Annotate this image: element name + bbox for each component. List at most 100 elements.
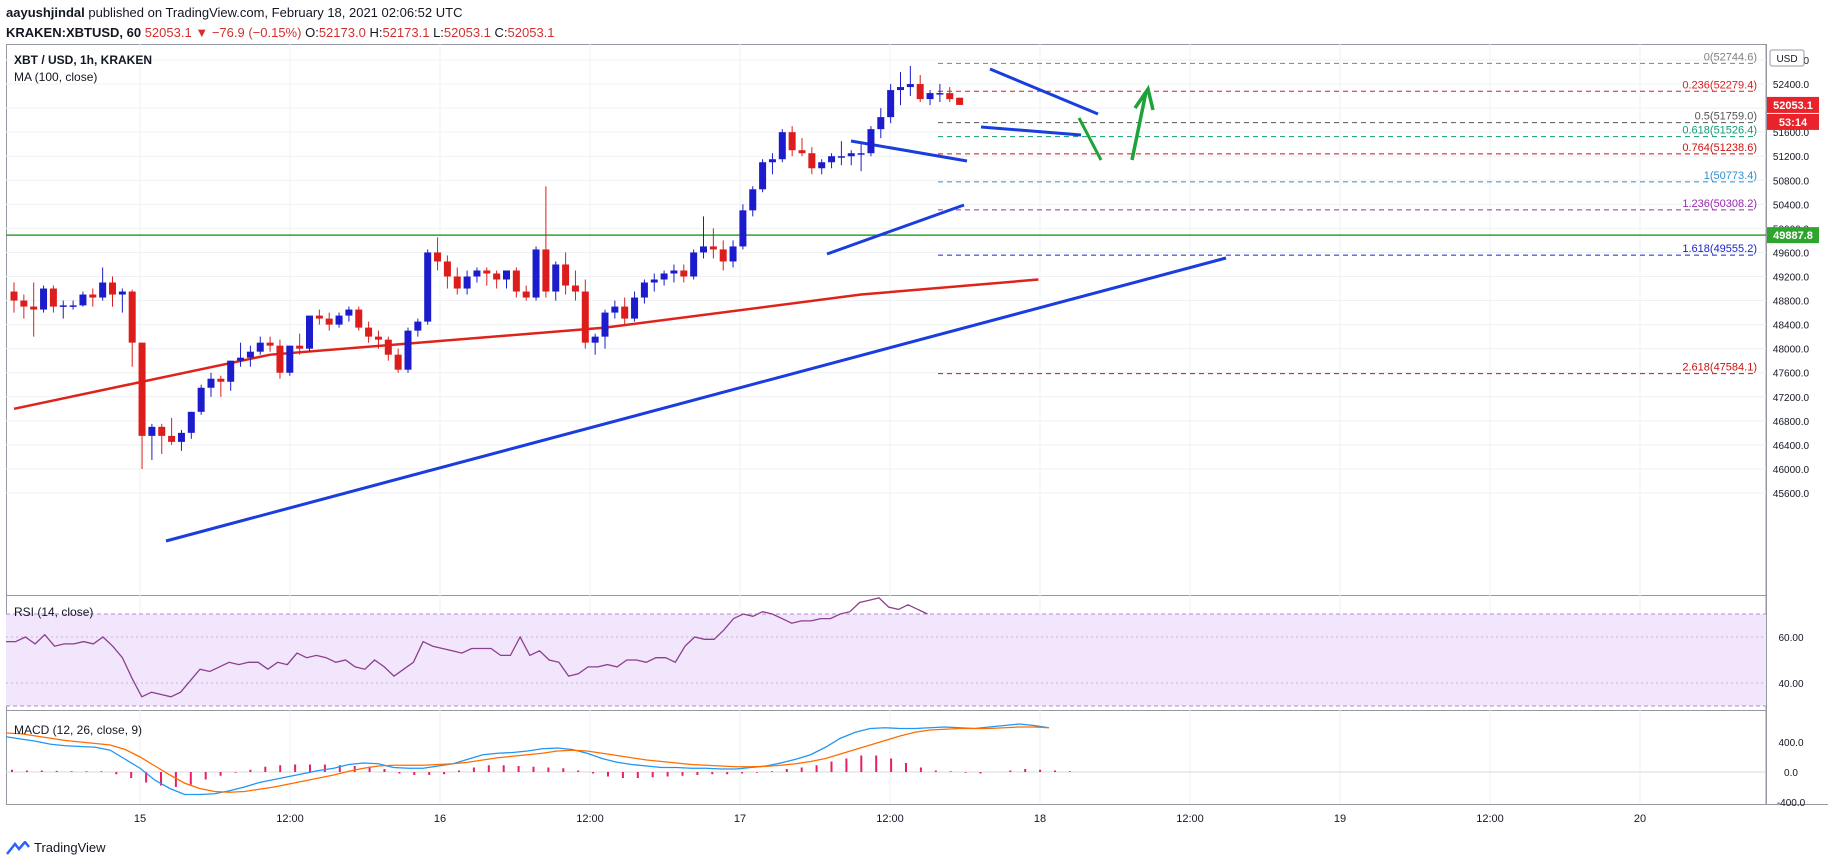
candle-body	[719, 249, 727, 262]
candle-body	[325, 318, 333, 325]
time-tick-label: 16	[434, 813, 446, 825]
fib-level-label: 1(50773.4)	[1704, 170, 1757, 182]
candle-body	[40, 288, 48, 310]
fib-level-label: 0(52744.6)	[1704, 51, 1757, 63]
candle-body	[49, 288, 57, 307]
candle-body	[877, 117, 885, 130]
high-label: H:	[369, 25, 383, 40]
candle-body	[355, 309, 363, 328]
rsi-band	[6, 614, 1766, 706]
candle-body	[118, 291, 126, 295]
candle-body	[709, 246, 717, 250]
candle-body	[512, 270, 520, 292]
countdown-text: 53:14	[1779, 117, 1808, 129]
candle-body	[483, 270, 491, 274]
time-tick-label: 17	[734, 813, 746, 825]
candle-body	[680, 270, 688, 277]
macd-histogram	[11, 755, 1071, 787]
currency-button[interactable]	[1769, 49, 1805, 67]
candle-body	[916, 84, 924, 100]
forecast-up-arrow-head-icon	[1133, 84, 1155, 111]
price-tick-label: 50800.0	[1773, 176, 1810, 187]
candle-body	[493, 273, 501, 280]
candle-body	[650, 279, 658, 283]
triangle-lower-line[interactable]	[826, 203, 965, 256]
candle-body	[424, 252, 432, 322]
flag-upper-line[interactable]	[989, 67, 1099, 116]
fib-level-label: 0.764(51238.6)	[1682, 142, 1757, 154]
candle-body	[837, 156, 845, 158]
forecast-up-arrow-icon	[1130, 91, 1148, 161]
down-arrow-icon: ▼	[195, 25, 209, 40]
candle-body	[503, 270, 510, 280]
candle-body	[690, 252, 698, 277]
candle-body	[956, 97, 964, 105]
high-value: 52173.1	[382, 25, 430, 40]
candle-body	[867, 129, 875, 154]
candle-body	[621, 306, 629, 319]
currency-label: USD	[1776, 54, 1797, 65]
candle-body	[404, 330, 412, 370]
candle-body	[158, 426, 166, 436]
candle-body	[256, 342, 264, 352]
price-tick-label: 46000.0	[1773, 465, 1810, 476]
time-tick-label: 15	[134, 813, 146, 825]
candle-body	[276, 345, 284, 373]
candle-body	[434, 252, 442, 262]
candle-body	[611, 306, 619, 313]
fib-level-label: 0.236(52279.4)	[1682, 79, 1757, 91]
candle-body	[522, 291, 530, 298]
candle-body	[59, 305, 67, 307]
fib-level-label: 0.618(51526.4)	[1682, 125, 1757, 137]
candle-body	[109, 282, 116, 295]
candle-body	[335, 315, 343, 325]
quote-line: KRAKEN:XBTUSD, 60 52053.1 ▼ −76.9 (−0.15…	[6, 22, 555, 44]
macd-tick-label: -400.0	[1777, 798, 1806, 809]
bullish-trend-line[interactable]	[165, 256, 1227, 543]
candle-body	[207, 378, 215, 388]
candle-body	[631, 297, 639, 319]
price-tick-label: 48000.0	[1773, 345, 1810, 356]
candle-body	[365, 327, 373, 337]
time-tick-label: 12:00	[276, 813, 304, 825]
candle-body	[562, 264, 570, 286]
rsi-tick-label: 40.00	[1778, 679, 1803, 690]
price-tick-label: 49200.0	[1773, 273, 1810, 284]
flag-lower-line[interactable]	[980, 125, 1082, 137]
tradingview-logo-icon[interactable]	[6, 840, 30, 855]
candle-body	[394, 354, 402, 370]
change: −76.9 (−0.15%)	[211, 25, 302, 40]
candlesticks	[10, 66, 964, 469]
candle-body	[581, 291, 589, 343]
support-level-badge	[1767, 227, 1819, 244]
published-text: published on TradingView.com, February 1…	[84, 5, 463, 20]
candle-body	[463, 276, 471, 289]
price-tick-label: 46800.0	[1773, 417, 1810, 428]
candle-body	[266, 342, 274, 346]
publisher[interactable]: aayushjindal	[6, 5, 85, 20]
candle-body	[729, 246, 737, 262]
candle-body	[788, 132, 796, 151]
candle-body	[443, 261, 451, 277]
candle-body	[237, 357, 245, 361]
candle-body	[99, 282, 107, 298]
time-axis[interactable]: 15 12:00 16 12:00 17 12:00 18 12:00 19 12:00 20	[134, 813, 1646, 825]
candle-body	[818, 162, 826, 169]
candle-body	[552, 264, 560, 292]
candle-body	[591, 336, 599, 343]
price-tick-label: 50400.0	[1773, 200, 1810, 211]
candle-body	[828, 156, 836, 163]
macd-tick-label: 0.0	[1784, 768, 1798, 779]
price-tick-label: 46400.0	[1773, 441, 1810, 452]
price-tick-label: 48400.0	[1773, 321, 1810, 332]
candle-body	[10, 291, 18, 301]
time-tick-label: 12:00	[1476, 813, 1504, 825]
candle-body	[89, 294, 97, 298]
publish-line: aayushjindal published on TradingView.co…	[6, 2, 555, 24]
close-label: C:	[494, 25, 508, 40]
candle-body	[571, 285, 579, 292]
footer-brand[interactable]: TradingView	[34, 840, 106, 855]
candle-body	[453, 276, 461, 289]
macd-tick-label: 400.0	[1778, 738, 1803, 749]
